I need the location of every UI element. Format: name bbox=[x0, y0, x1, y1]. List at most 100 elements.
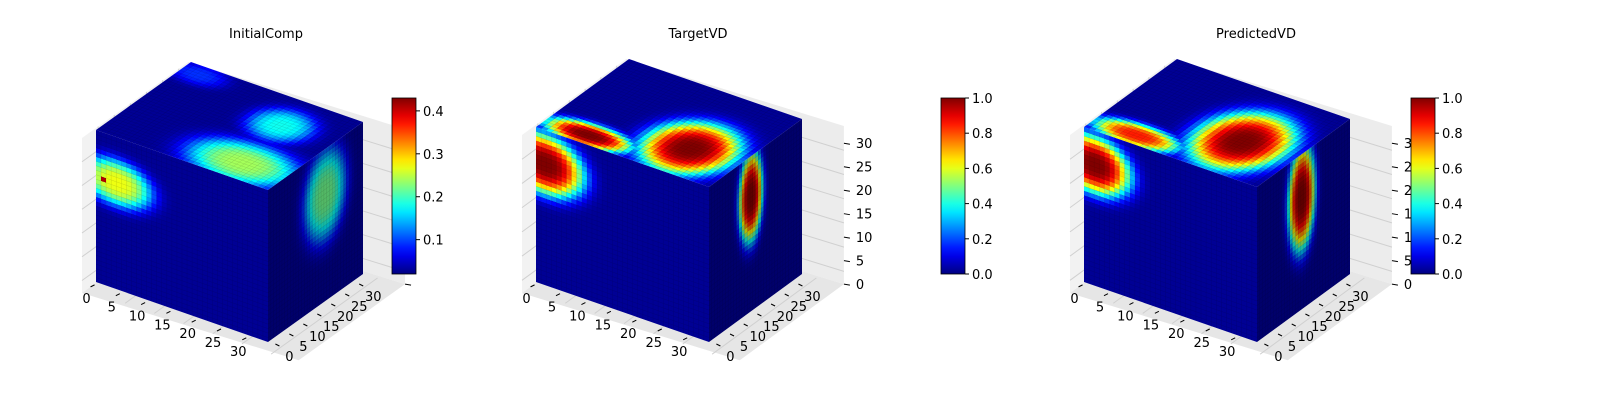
voxel-line bbox=[185, 65, 358, 127]
z-tick-label: 30 bbox=[856, 137, 873, 152]
y-tick-mark bbox=[1346, 283, 1351, 287]
voxel-line bbox=[1256, 168, 1351, 238]
voxel-line bbox=[100, 63, 197, 132]
voxel-line bbox=[132, 103, 305, 165]
voxel-line bbox=[95, 170, 269, 231]
voxel-line bbox=[1083, 145, 1258, 206]
voxel-line bbox=[535, 140, 710, 201]
voxel-line bbox=[617, 66, 792, 128]
voxel-line bbox=[95, 161, 269, 222]
y-tick-label: 25 bbox=[351, 300, 368, 315]
voxel-line bbox=[1256, 127, 1351, 197]
colorbar-tick-label: 0.1 bbox=[423, 234, 444, 249]
voxel-line bbox=[596, 80, 691, 149]
voxel-line bbox=[1124, 72, 1218, 142]
voxel-line bbox=[601, 78, 775, 140]
voxel-line bbox=[708, 241, 803, 311]
x-tick-mark bbox=[1205, 328, 1210, 332]
y-tick-label: 20 bbox=[337, 310, 354, 325]
voxel-line bbox=[267, 215, 364, 285]
voxel-line bbox=[591, 78, 686, 147]
voxel-line bbox=[1256, 155, 1351, 224]
voxel-line bbox=[1256, 182, 1351, 251]
voxel-line bbox=[182, 67, 355, 129]
voxel-line bbox=[1256, 219, 1351, 288]
voxel-line bbox=[137, 99, 310, 161]
voxel-line bbox=[1089, 122, 1263, 184]
voxel-line bbox=[131, 74, 227, 143]
voxel-line bbox=[535, 259, 710, 320]
voxel-line bbox=[574, 98, 748, 160]
y-tick-mark bbox=[716, 343, 721, 347]
voxel-line bbox=[95, 272, 269, 334]
x-tick-label: 10 bbox=[129, 310, 146, 325]
voxel-line bbox=[566, 69, 660, 138]
voxel-line bbox=[1256, 228, 1351, 297]
z-tick-mark bbox=[1391, 236, 1399, 239]
y-tick-mark bbox=[1318, 303, 1324, 307]
voxel-line bbox=[1083, 217, 1258, 279]
voxel-line bbox=[1083, 149, 1258, 210]
x-tick-mark bbox=[1230, 337, 1236, 341]
voxel-line bbox=[267, 233, 364, 302]
voxel-line bbox=[708, 260, 803, 329]
voxel-line bbox=[1246, 115, 1340, 184]
face-front-voxel-grid bbox=[535, 128, 710, 341]
voxel-line bbox=[1236, 111, 1330, 181]
voxel-line bbox=[1083, 272, 1258, 334]
colorbar-tick-label: 0.2 bbox=[972, 233, 993, 248]
voxel-line bbox=[668, 104, 762, 174]
voxel-line bbox=[1200, 99, 1295, 168]
y-tick-label: 30 bbox=[1352, 290, 1369, 305]
voxel-line bbox=[620, 64, 794, 126]
z-tick-mark bbox=[404, 283, 412, 286]
voxel-line bbox=[95, 259, 269, 320]
voxel-line bbox=[95, 187, 269, 249]
face-side-voxel-grid bbox=[1256, 121, 1351, 340]
voxel-line bbox=[95, 219, 269, 280]
z-tick-mark bbox=[843, 189, 851, 192]
voxel-line bbox=[1083, 131, 1258, 192]
voxel-line bbox=[708, 205, 803, 274]
voxel-line bbox=[657, 101, 752, 170]
voxel-line bbox=[623, 62, 797, 124]
x-tick-label: 10 bbox=[569, 310, 586, 325]
voxel-line bbox=[95, 237, 269, 298]
voxel-line bbox=[535, 149, 710, 210]
voxel-line bbox=[95, 178, 269, 240]
voxel-line bbox=[95, 268, 269, 329]
voxel-line bbox=[166, 86, 262, 155]
voxel-line bbox=[535, 272, 710, 334]
z-tick-mark bbox=[1391, 142, 1399, 145]
voxel-line bbox=[1116, 102, 1290, 164]
y-tick-label: 5 bbox=[740, 340, 748, 355]
voxel-line bbox=[222, 105, 318, 175]
voxel-line bbox=[115, 115, 288, 177]
voxel-line bbox=[708, 127, 803, 197]
voxel-line bbox=[1114, 69, 1208, 138]
x-tick-mark bbox=[1103, 293, 1109, 297]
voxel-line bbox=[267, 148, 364, 217]
voxel-line bbox=[1155, 74, 1329, 136]
colorbar-tick-label: 0.8 bbox=[1442, 127, 1463, 142]
y-tick-label: 0 bbox=[1274, 350, 1282, 365]
z-tick-label: 25 bbox=[856, 161, 873, 176]
voxel-line bbox=[708, 223, 803, 293]
voxel-line bbox=[1256, 141, 1351, 210]
voxel-line bbox=[708, 173, 803, 242]
colorbar: 0.0 0.2 0.4 0.6 0.8 1.0 bbox=[1410, 92, 1463, 283]
voxel-line bbox=[1105, 110, 1279, 172]
z-tick-label: 0 bbox=[1404, 278, 1412, 293]
voxel-line bbox=[126, 72, 222, 141]
y-tick-label: 10 bbox=[1297, 330, 1314, 345]
voxel-line bbox=[146, 93, 319, 155]
voxel-line bbox=[95, 174, 269, 235]
voxel-line bbox=[1256, 269, 1351, 338]
voxel-line bbox=[176, 90, 273, 159]
voxel-line bbox=[708, 137, 803, 206]
voxel-line bbox=[1083, 199, 1258, 261]
voxel-line bbox=[192, 95, 288, 164]
voxel-line bbox=[135, 101, 308, 163]
